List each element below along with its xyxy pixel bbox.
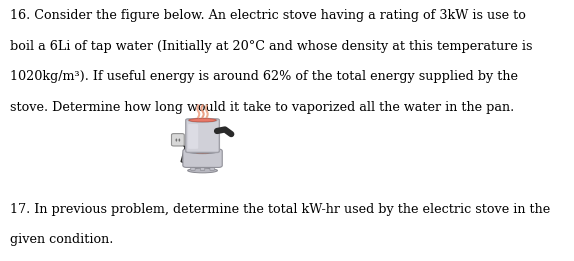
Ellipse shape xyxy=(193,149,212,152)
FancyBboxPatch shape xyxy=(188,124,198,149)
FancyBboxPatch shape xyxy=(186,119,219,152)
Text: given condition.: given condition. xyxy=(10,233,113,246)
Text: 16. Consider the figure below. An electric stove having a rating of 3kW is use t: 16. Consider the figure below. An electr… xyxy=(10,9,526,22)
Text: boil a 6Li of tap water (Initially at 20°C and whose density at this temperature: boil a 6Li of tap water (Initially at 20… xyxy=(10,40,532,53)
Ellipse shape xyxy=(189,118,216,122)
FancyBboxPatch shape xyxy=(191,164,195,170)
Ellipse shape xyxy=(188,118,217,122)
Ellipse shape xyxy=(176,139,177,142)
Ellipse shape xyxy=(187,149,219,154)
Ellipse shape xyxy=(188,168,218,173)
FancyBboxPatch shape xyxy=(172,134,184,146)
Ellipse shape xyxy=(179,139,180,142)
FancyBboxPatch shape xyxy=(200,164,205,170)
Ellipse shape xyxy=(189,149,216,153)
Text: stove. Determine how long would it take to vaporized all the water in the pan.: stove. Determine how long would it take … xyxy=(10,100,514,114)
Text: 1020kg/m³). If useful energy is around 62% of the total energy supplied by the: 1020kg/m³). If useful energy is around 6… xyxy=(10,70,518,83)
Text: 17. In previous problem, determine the total kW-hr used by the electric stove in: 17. In previous problem, determine the t… xyxy=(10,203,550,216)
FancyBboxPatch shape xyxy=(210,164,214,170)
FancyBboxPatch shape xyxy=(183,149,222,167)
